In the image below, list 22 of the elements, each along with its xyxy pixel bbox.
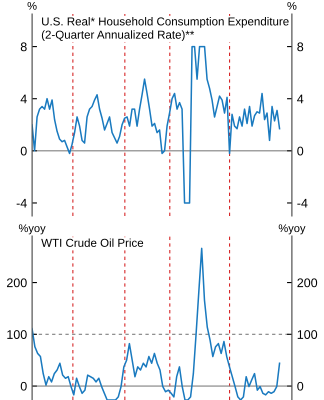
y2-tick-label: 0 (297, 382, 304, 391)
y-tick-label: 8 (20, 42, 27, 52)
y2-tick-label: 8 (297, 42, 304, 52)
y-tick-label: 0 (20, 382, 27, 391)
line-series (32, 248, 280, 400)
y-tick-label: -4 (16, 198, 27, 208)
y2-tick-label: 0 (297, 146, 304, 156)
y-tick-label: 200 (6, 278, 27, 288)
y2-tick-label: 100 (298, 330, 318, 339)
y-tick-label: 0 (20, 146, 27, 156)
y-axis-title: %yoy (18, 224, 46, 234)
y-tick-label: 4 (20, 94, 27, 104)
text: U.S. Real* Household Consumption Expenditure (2-Quarter Annualized Rate)** (42, 17, 289, 42)
chart-title: WTI Crude Oil Price (41, 238, 144, 247)
y2-axis-title: %yoy (278, 224, 306, 234)
y2-tick-label: 200 (297, 278, 318, 288)
y2-tick-label: -4 (297, 198, 308, 208)
y-tick-label: 100 (7, 330, 27, 339)
y2-axis-title: % (287, 2, 296, 10)
y2-tick-label: 4 (297, 94, 304, 104)
line-series (32, 46, 280, 204)
y-axis-title: % (28, 2, 37, 10)
